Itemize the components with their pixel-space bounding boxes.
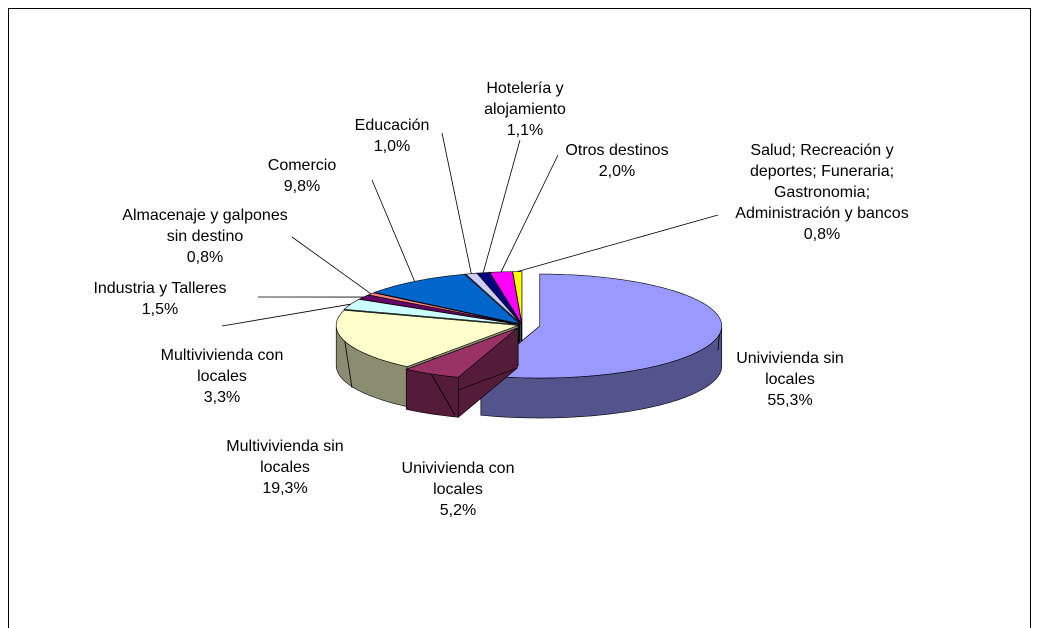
slice	[405, 327, 518, 378]
slice-label: Univivienda con locales 5,2%	[388, 458, 528, 521]
category-label: Almacenaje y galpones sin destino	[122, 207, 288, 245]
slice	[343, 299, 519, 325]
category-label: Multivivienda sin locales	[226, 438, 344, 476]
value-label: 5,2%	[439, 502, 477, 519]
slice-label: Hotelería y alojamiento 1,1%	[470, 78, 580, 141]
category-label: Otros destinos	[565, 142, 669, 159]
slice	[465, 272, 522, 324]
category-label: Educación	[354, 117, 430, 134]
slice-label: Comercio 9,8%	[252, 155, 352, 197]
leader-line	[517, 214, 719, 273]
value-label: 19,3%	[262, 480, 308, 497]
value-label: 55,3%	[767, 392, 813, 409]
value-label: 1,5%	[141, 301, 179, 318]
value-label: 2,0%	[598, 163, 636, 180]
slice-label: Salud; Recreación y deportes; Funeraria;…	[732, 140, 912, 245]
leader-line	[221, 303, 351, 327]
leader-line	[371, 179, 416, 282]
value-label: 3,3%	[203, 389, 241, 406]
value-label: 1,0%	[373, 138, 411, 155]
category-label: Multivivienda con locales	[160, 347, 284, 385]
value-label: 9,8%	[283, 178, 321, 195]
leader-line	[500, 154, 559, 273]
value-label: 1,1%	[506, 122, 544, 139]
leader-line	[430, 373, 456, 416]
category-label: Comercio	[267, 157, 337, 174]
slice	[373, 273, 521, 325]
leader-line	[482, 139, 521, 273]
category-label: Univivienda con locales	[401, 460, 515, 498]
leader-line	[344, 341, 353, 389]
chart-frame	[8, 8, 1031, 628]
slice-label: Industria y Talleres 1,5%	[60, 278, 260, 320]
value-label: 0,8%	[803, 226, 841, 243]
slice-label: Almacenaje y galpones sin destino 0,8%	[121, 205, 289, 268]
slice-label: Multivivienda sin locales 19,3%	[200, 436, 370, 499]
slice-label: Multivivienda con locales 3,3%	[137, 345, 307, 408]
value-label: 0,8%	[186, 249, 224, 266]
leader-line	[291, 236, 372, 295]
slice	[512, 271, 523, 324]
leader-line	[717, 334, 720, 351]
slice-label: Univivienda sin locales 55,3%	[720, 348, 860, 411]
category-label: Industria y Talleres	[93, 280, 227, 297]
category-label: Hotelería y alojamiento	[484, 80, 566, 118]
slice-label: Educación 1,0%	[342, 115, 442, 157]
slice-label: Otros destinos 2,0%	[552, 140, 682, 182]
category-label: Univivienda sin locales	[736, 350, 844, 388]
leader-line	[441, 132, 472, 274]
category-label: Salud; Recreación y deportes; Funeraria;…	[735, 142, 909, 222]
